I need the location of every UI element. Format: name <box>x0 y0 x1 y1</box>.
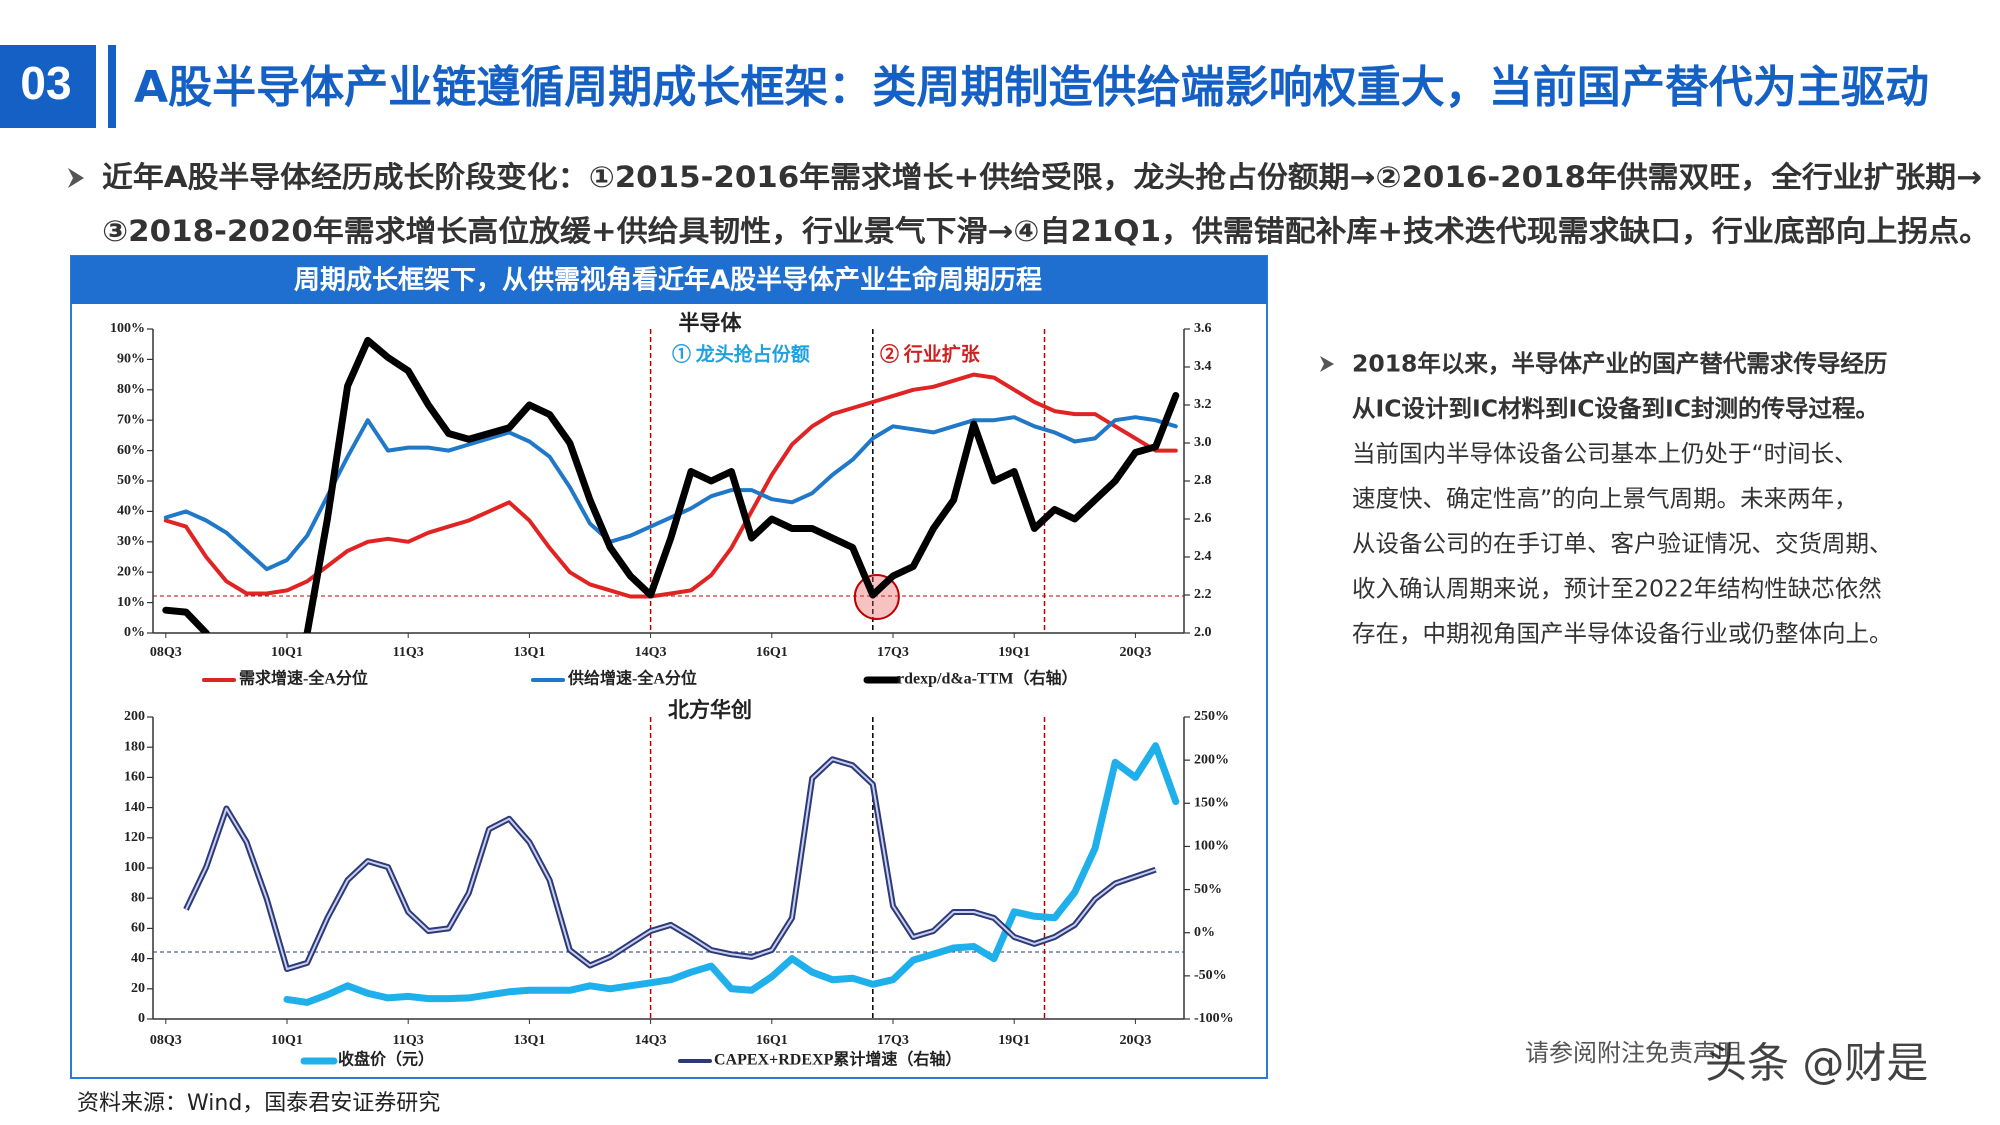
y2-tick-label: 2.4 <box>1194 549 1212 564</box>
side-line: 速度快、确定性高”的向上景气周期。未来两年， <box>1352 485 1858 513</box>
series-line <box>283 742 1180 1006</box>
title-bar <box>108 45 116 128</box>
x-tick-label: 08Q3 <box>150 1033 182 1048</box>
y-tick-label: 20 <box>131 981 145 996</box>
y2-tick-label: 3.6 <box>1194 321 1212 336</box>
series-line <box>162 336 1180 633</box>
legend-label: 供给增速-全A分位 <box>567 669 697 688</box>
legend-label: rdexp/d&a-TTM（右轴） <box>897 669 1077 688</box>
chart: 0% 10% 20% 30% 40% 50% 60% 70% 80% 90% 100% 2.0 2.2 2… <box>110 311 1212 688</box>
y-tick-label: 100% <box>110 321 145 336</box>
watermark: 头条 @财是 <box>1705 1039 1928 1088</box>
x-tick-label: 19Q1 <box>998 1033 1030 1048</box>
side-line: 存在，中期视角国产半导体设备行业或仍整体向上。 <box>1352 620 1893 648</box>
x-tick-label: 11Q3 <box>393 1033 424 1048</box>
highlight-circle <box>853 574 900 620</box>
x-tick-label: 17Q3 <box>877 645 909 660</box>
y-tick-label: 120 <box>124 830 145 845</box>
x-tick-label: 08Q3 <box>150 645 182 660</box>
y2-tick-label: 2.6 <box>1194 511 1212 526</box>
y2-tick-label: 50% <box>1194 882 1222 897</box>
x-tick-label: 14Q3 <box>635 1033 667 1048</box>
annotation: ① 龙头抢占份额 <box>672 342 810 365</box>
y-tick-label: 160 <box>124 770 145 785</box>
y-tick-label: 60 <box>131 921 145 936</box>
y2-tick-label: 3.0 <box>1194 435 1212 450</box>
x-tick-label: 14Q3 <box>635 645 667 660</box>
legend-label: 需求增速-全A分位 <box>239 669 368 688</box>
y-tick-label: 140 <box>124 800 145 815</box>
bullet-line: ③2018-2020年需求增长高位放缓+供给具韧性，行业景气下滑→④自21Q1，… <box>102 214 1990 248</box>
y2-tick-label: 2.8 <box>1194 473 1212 488</box>
y-tick-label: 80% <box>117 382 145 397</box>
x-tick-label: 17Q3 <box>877 1033 909 1048</box>
y-tick-label: 90% <box>117 352 145 367</box>
side-line: 从设备公司的在手订单、客户验证情况、交货周期、 <box>1352 530 1893 558</box>
annotation: ② 行业扩张 <box>880 342 981 365</box>
section-badge <box>0 45 96 128</box>
legend-label: 收盘价（元） <box>338 1050 434 1069</box>
side-line: 收入确认周期来说，预计至2022年结构性缺芯依然 <box>1352 575 1882 603</box>
panel-header <box>71 256 1267 304</box>
x-tick-label: 20Q3 <box>1119 645 1151 660</box>
x-tick-label: 16Q1 <box>756 1033 788 1048</box>
y-tick-label: 80 <box>131 890 145 905</box>
source-note: 资料来源：Wind，国泰君安证券研究 <box>77 1091 440 1116</box>
x-tick-label: 19Q1 <box>998 645 1030 660</box>
y-tick-label: 70% <box>117 412 145 427</box>
x-tick-label: 16Q1 <box>756 645 788 660</box>
chart: 0 20 40 60 80 100 120 140 160 180 200 -100% -50% 0% 50… <box>124 698 1234 1069</box>
panel-title: 周期成长框架下，从供需视角看近年A股半导体产业生命周期历程 <box>294 265 1042 296</box>
chart-title: 半导体 <box>679 311 743 335</box>
side-line: 从IC设计到IC材料到IC设备到IC封测的传导过程。 <box>1352 395 1879 423</box>
y-tick-label: 10% <box>117 595 145 610</box>
side-line: 当前国内半导体设备公司基本上仍处于“时间长、 <box>1352 440 1858 468</box>
y-tick-label: 0% <box>124 625 145 640</box>
y2-tick-label: -100% <box>1194 1011 1234 1026</box>
x-tick-label: 10Q1 <box>271 1033 303 1048</box>
disclaimer: 请参阅附注免责声明 <box>1525 1039 1741 1067</box>
y2-tick-label: 250% <box>1194 709 1229 724</box>
y2-tick-label: 2.2 <box>1194 587 1212 602</box>
series-line <box>185 758 1157 970</box>
y-tick-label: 50% <box>117 473 145 488</box>
side-line: 2018年以来，半导体产业的国产替代需求传导经历 <box>1352 350 1887 378</box>
bullet-marker <box>68 168 84 188</box>
y-tick-label: 40 <box>131 951 145 966</box>
x-tick-label: 13Q1 <box>513 645 545 660</box>
y-tick-label: 100 <box>124 860 145 875</box>
y-tick-label: 0 <box>138 1011 145 1026</box>
legend-label: CAPEX+RDEXP累计增速（右轴） <box>714 1050 961 1069</box>
y-tick-label: 200 <box>124 709 145 724</box>
y2-tick-label: -50% <box>1194 968 1227 983</box>
x-tick-label: 20Q3 <box>1119 1033 1151 1048</box>
y2-tick-label: 0% <box>1194 925 1215 940</box>
series-line <box>163 372 1178 599</box>
slide-title: A股半导体产业链遵循周期成长框架：类周期制造供给端影响权重大，当前国产替代为主驱… <box>134 62 1929 113</box>
y2-tick-label: 100% <box>1194 839 1229 854</box>
charts: 0% 10% 20% 30% 40% 50% 60% 70% 80% 90% 100% 2.0 2.2 2… <box>110 311 1234 1069</box>
y2-tick-label: 3.4 <box>1194 359 1212 374</box>
x-tick-label: 13Q1 <box>513 1033 545 1048</box>
y2-tick-label: 3.2 <box>1194 397 1212 412</box>
side-text: 2018年以来，半导体产业的国产替代需求传导经历从IC设计到IC材料到IC设备到… <box>1352 350 1893 648</box>
section-number: 03 <box>20 57 71 109</box>
x-tick-label: 11Q3 <box>393 645 424 660</box>
y-tick-label: 60% <box>117 443 145 458</box>
y2-tick-label: 150% <box>1194 796 1229 811</box>
x-tick-label: 10Q1 <box>271 645 303 660</box>
y2-tick-label: 2.0 <box>1194 625 1212 640</box>
bullet-line: 近年A股半导体经历成长阶段变化：①2015-2016年需求增长+供给受限，龙头抢… <box>102 160 1982 194</box>
bullet-marker <box>1320 356 1334 372</box>
y-tick-label: 40% <box>117 504 145 519</box>
y-tick-label: 20% <box>117 564 145 579</box>
y-tick-label: 180 <box>124 739 145 754</box>
chart-panel <box>70 255 1268 1079</box>
y-tick-label: 30% <box>117 534 145 549</box>
y2-tick-label: 200% <box>1194 752 1229 767</box>
chart-title: 北方华创 <box>668 698 752 722</box>
